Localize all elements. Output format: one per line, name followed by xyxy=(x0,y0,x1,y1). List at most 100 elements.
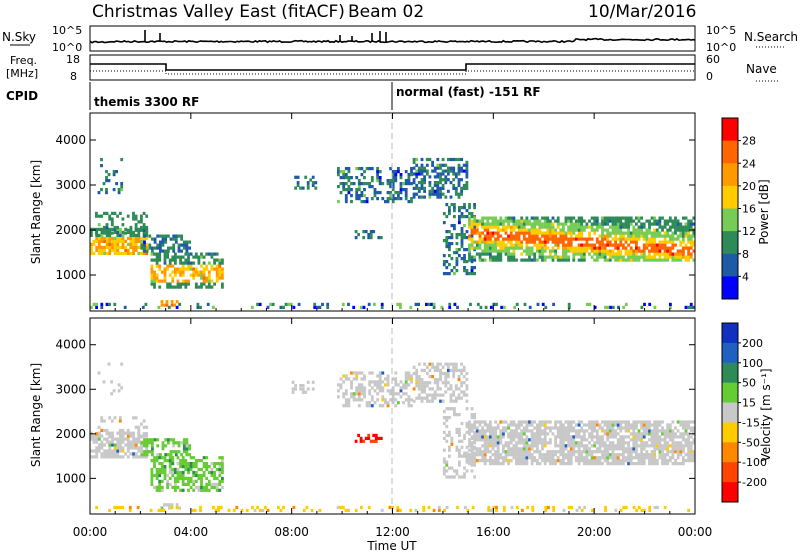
echo-cell xyxy=(439,163,442,167)
echo-cell xyxy=(140,446,143,450)
echo-cell xyxy=(205,476,209,480)
echo-cell xyxy=(528,255,531,259)
echo-cell xyxy=(103,231,106,235)
echo-cell xyxy=(428,387,432,391)
echo-cell xyxy=(499,222,503,226)
echo-cell xyxy=(663,438,667,442)
echo-cell xyxy=(619,216,623,220)
echo-cell xyxy=(635,450,638,454)
echo-cell xyxy=(543,246,547,250)
echo-cell xyxy=(465,451,469,455)
echo-cell xyxy=(171,270,175,274)
echo-cell xyxy=(181,470,185,475)
echo-cell xyxy=(436,163,440,167)
echo-cell xyxy=(593,423,597,427)
echo-cell xyxy=(567,249,570,253)
echo-cell xyxy=(384,401,387,405)
echo-cell xyxy=(668,435,672,439)
echo-cell xyxy=(622,505,626,510)
echo-cell xyxy=(399,305,402,309)
echo-cell xyxy=(105,191,108,195)
echo-cell xyxy=(347,377,351,381)
echo-cell xyxy=(648,429,651,433)
echo-cell xyxy=(445,242,449,246)
echo-cell xyxy=(509,453,513,457)
echo-cell xyxy=(158,462,162,466)
echo-cell xyxy=(95,437,99,441)
echo-cell xyxy=(452,390,456,394)
echo-cell xyxy=(156,438,160,442)
echo-cell xyxy=(355,374,359,378)
echo-cell xyxy=(598,234,602,238)
echo-cell xyxy=(363,170,366,174)
echo-cell xyxy=(541,438,544,442)
echo-cell xyxy=(448,475,451,479)
echo-cell xyxy=(436,362,440,366)
echo-cell xyxy=(502,450,505,454)
echo-cell xyxy=(486,219,490,223)
echo-cell xyxy=(627,426,630,430)
echo-cell xyxy=(515,429,518,433)
echo-cell xyxy=(585,459,589,463)
echo-cell xyxy=(676,450,680,454)
echo-cell xyxy=(436,172,440,176)
echo-cell xyxy=(491,429,495,433)
echo-cell xyxy=(423,390,426,394)
echo-cell xyxy=(650,255,654,259)
echo-cell xyxy=(95,302,98,306)
echo-cell xyxy=(554,453,557,457)
echo-cell xyxy=(507,234,510,238)
echo-cell xyxy=(164,438,168,442)
echo-cell xyxy=(444,384,448,388)
echo-cell xyxy=(640,252,643,256)
echo-cell xyxy=(90,305,93,309)
echo-cell xyxy=(105,170,108,174)
echo-cell xyxy=(513,305,516,309)
echo-cell xyxy=(134,233,138,237)
echo-cell xyxy=(608,444,612,448)
echo-cell xyxy=(658,423,662,427)
echo-cell xyxy=(168,465,172,469)
echo-cell xyxy=(153,485,156,489)
echo-cell xyxy=(655,234,659,238)
echo-cell xyxy=(113,239,117,243)
echo-cell xyxy=(538,432,542,436)
echo-cell xyxy=(640,453,643,457)
echo-cell xyxy=(192,473,196,478)
echo-cell xyxy=(671,243,675,247)
echo-cell xyxy=(689,240,693,244)
echo-cell xyxy=(113,505,117,510)
echo-cell xyxy=(533,441,537,445)
echo-cell xyxy=(515,432,518,436)
echo-cell xyxy=(551,462,555,466)
echo-cell xyxy=(407,374,411,378)
echo-cell xyxy=(629,447,633,451)
echo-cell xyxy=(616,420,620,424)
echo-cell xyxy=(541,444,544,448)
echo-cell xyxy=(632,228,636,232)
echo-cell xyxy=(337,383,340,387)
echo-cell xyxy=(460,215,464,219)
echo-cell xyxy=(110,223,114,227)
echo-cell xyxy=(428,399,432,403)
echo-cell xyxy=(481,453,484,457)
echo-cell xyxy=(470,215,474,219)
echo-cell xyxy=(577,222,581,226)
echo-cell xyxy=(463,215,466,219)
echo-cell xyxy=(137,435,141,439)
echo-cell xyxy=(658,255,662,259)
echo-cell xyxy=(384,377,387,381)
echo-cell xyxy=(658,444,662,448)
echo-cell xyxy=(546,231,550,235)
echo-cell xyxy=(502,432,505,436)
echo-cell xyxy=(619,237,623,241)
echo-cell xyxy=(428,375,432,379)
echo-cell xyxy=(455,260,459,264)
echo-cell xyxy=(176,282,180,286)
echo-cell xyxy=(153,237,157,241)
echo-cell xyxy=(433,169,437,173)
echo-cell xyxy=(629,438,633,442)
echo-cell xyxy=(436,192,440,196)
echo-cell xyxy=(155,255,159,259)
colorbar-swatch xyxy=(722,276,738,300)
